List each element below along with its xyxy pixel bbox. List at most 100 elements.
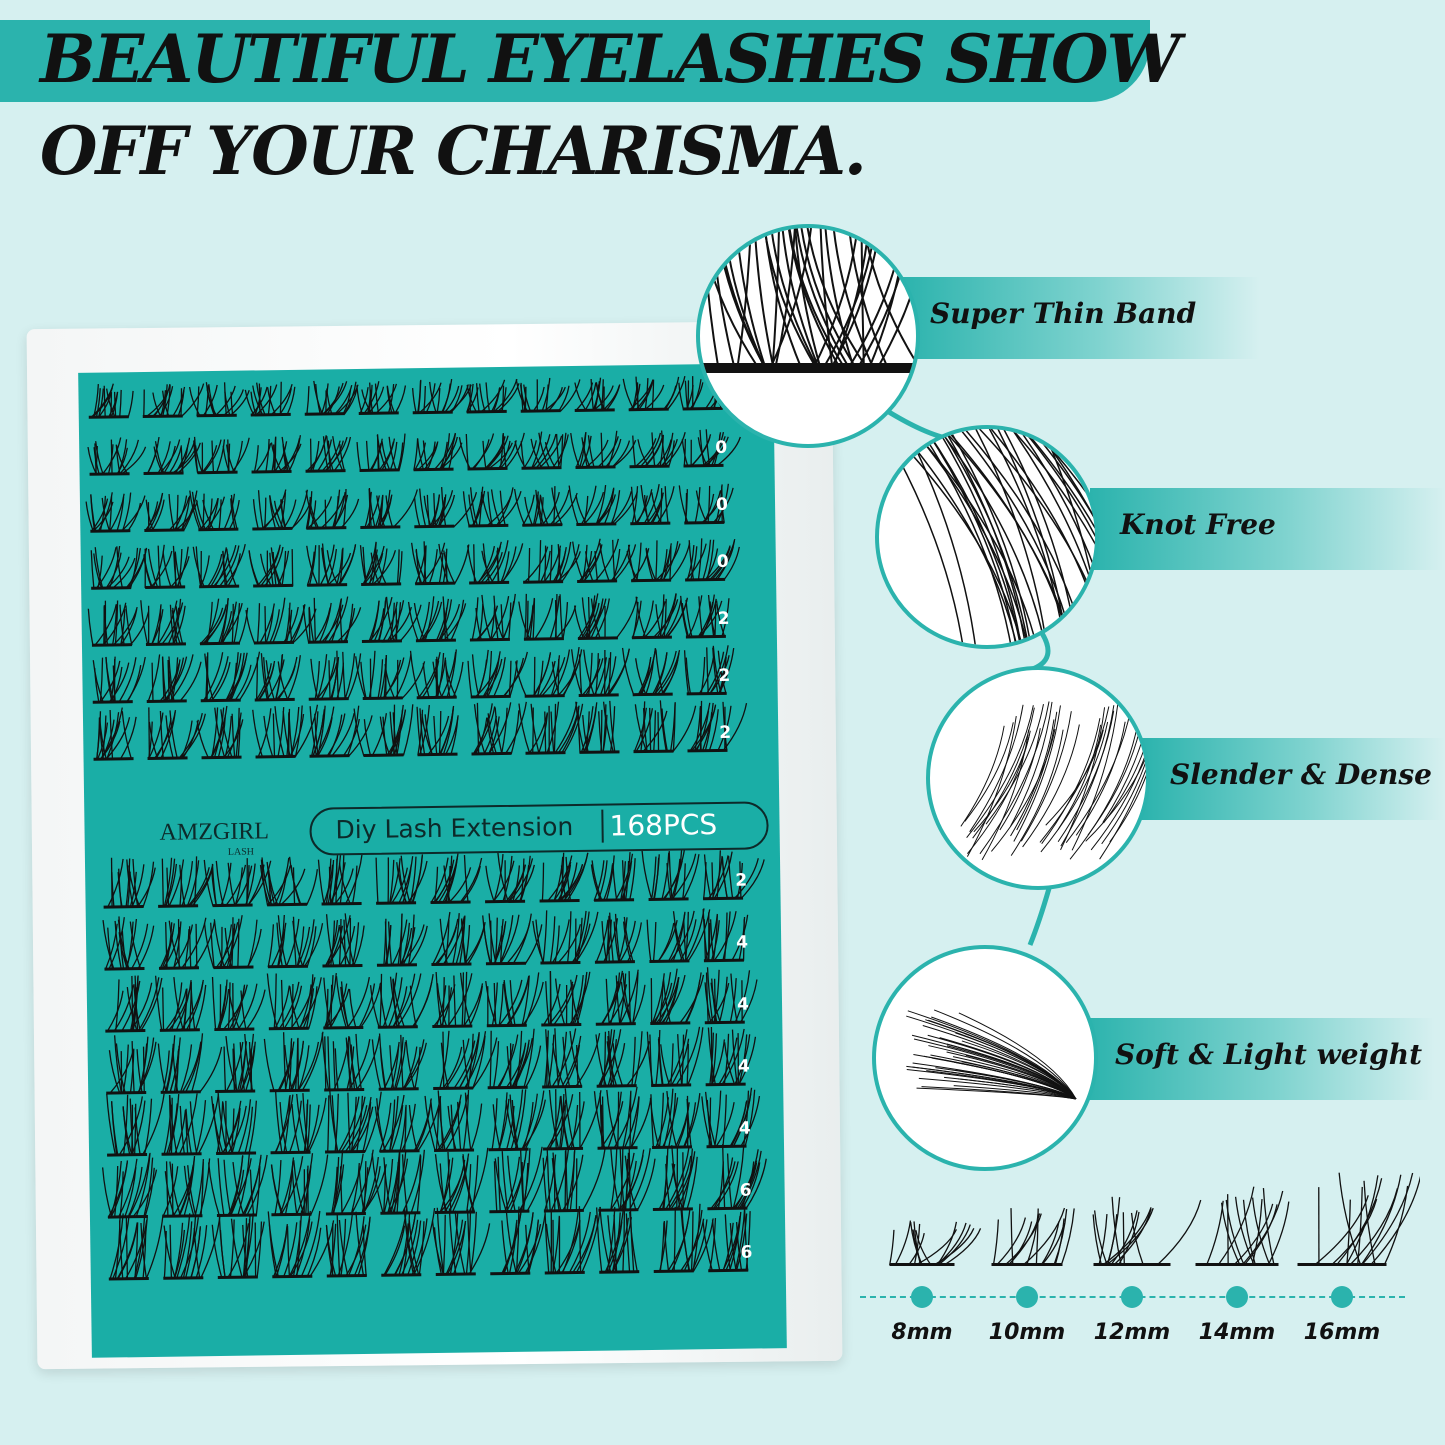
feature-3: Slender & Dense [1140,738,1445,820]
lash-cluster [653,1203,714,1273]
lash-cluster [355,650,426,700]
lash-cluster [413,487,478,529]
lash-cluster [595,969,646,1026]
lash-cluster [593,1086,652,1150]
lash-fibers-closeup-icon [875,425,1099,649]
lash-cluster [542,1028,601,1089]
lash-cluster [158,917,216,970]
lash-cluster-closeup-icon [872,945,1098,1171]
lash-cluster [308,650,362,701]
lash-cluster [259,856,318,907]
size-marker [1121,1286,1143,1308]
lash-cluster [702,850,765,901]
lash-cluster [621,647,681,697]
lash-cluster [687,700,748,753]
lash-cluster [254,653,301,702]
lash-cluster [360,487,418,529]
lash-cluster [633,700,697,754]
lash-cluster [356,381,407,415]
lash-cluster [431,1207,491,1276]
lash-cluster [489,1146,548,1214]
lash-cluster [302,596,362,644]
lash-tray: AMZGIRL LASH Diy Lash Extension 168PCS 8… [78,363,787,1358]
lash-cluster [991,1207,1075,1266]
lash-cluster [431,911,486,967]
lash-cluster [471,701,527,756]
lash-cluster [325,1090,382,1154]
lash-cluster [574,377,621,412]
lash-cluster [631,593,689,640]
lash-cluster [650,968,705,1025]
feature-4: Soft & Light weight [1085,1018,1435,1100]
size-label: 8mm [891,1320,953,1345]
lash-cluster [248,544,294,588]
lash-cluster [515,646,583,698]
lash-cluster [434,1147,489,1215]
lash-cluster [1297,1172,1420,1266]
lash-cluster [323,972,382,1030]
lash-cluster [649,1088,701,1149]
lash-cluster [321,1032,381,1092]
lash-cluster [598,1148,656,1212]
size-label: 10mm [988,1320,1066,1345]
tray-lashes [85,376,767,1281]
lash-cluster [490,1206,546,1276]
headline-line2: OFF YOUR CHARISMA. [40,112,867,190]
lash-cluster [469,593,516,642]
lash-cluster [542,1147,606,1213]
lash-cluster [105,975,163,1033]
lash-cluster [270,1153,329,1217]
lash-cluster [595,1029,650,1088]
lash-cluster [683,645,735,696]
lash-cluster [485,972,544,1028]
lash-cluster [432,971,484,1029]
lash-cluster [413,432,463,472]
lash-cluster [193,436,250,475]
lash-cluster [513,486,578,527]
lash-cluster [680,594,730,639]
lash-cluster [359,541,403,586]
lash-cluster [704,967,758,1025]
lash-cluster [322,913,365,968]
lash-cluster [140,598,186,646]
lash-cluster [433,1030,498,1091]
lash-cluster [210,1092,258,1156]
lash-cluster [411,378,472,415]
lash-cluster [416,705,459,757]
lash-cluster [487,1028,542,1090]
lash-cluster [573,593,638,640]
lash-cluster [325,1208,371,1278]
lash-cluster [353,704,414,757]
lash-cluster [87,437,147,476]
lash-cluster [106,1035,157,1095]
lash-cluster [646,908,711,963]
lash-cluster [575,700,620,754]
lash-cluster [570,648,630,697]
lash-cluster [192,543,246,589]
lash-cluster [539,852,589,903]
lash-cluster [485,852,535,904]
lash-cluster [685,538,740,582]
lash-cluster [251,435,302,474]
lash-cluster [270,1091,327,1155]
lash-cluster [430,853,483,905]
size-label: 14mm [1198,1320,1276,1345]
lash-cluster [467,540,524,585]
lash-cluster [678,483,734,525]
lash-cluster [458,432,525,471]
lash-cluster [707,1144,767,1211]
lash-cluster [101,1152,158,1219]
lash-cluster [371,1033,427,1091]
lash-cluster [594,912,642,964]
lash-cluster [203,915,262,970]
lash-cluster [157,1033,223,1094]
lash-cluster [523,540,581,584]
lash-cluster [568,484,639,526]
lash-cluster [518,701,584,755]
lash-cluster [266,973,322,1031]
lash-cluster [424,1090,483,1153]
lash-cluster [570,430,637,469]
lash-cluster [305,488,360,530]
feature-label: Super Thin Band [930,297,1197,330]
lash-cluster [572,538,637,583]
